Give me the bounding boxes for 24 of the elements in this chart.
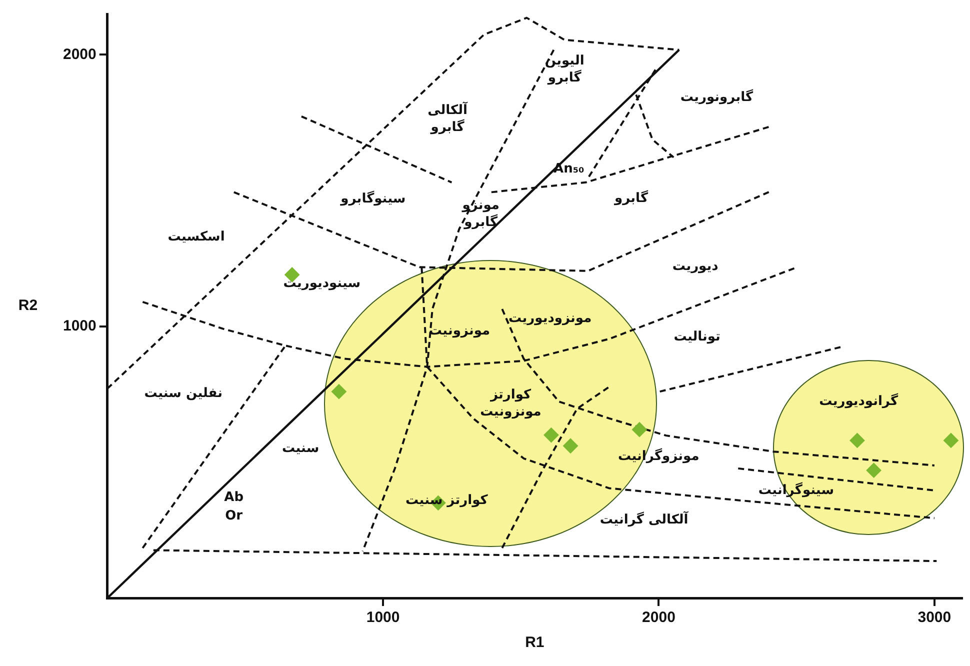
annotation: دیوریت <box>672 259 719 274</box>
annotation: آلکالی گابرو <box>428 100 468 135</box>
annotation: Or <box>225 508 244 524</box>
annotation: مونزونیت <box>428 323 490 338</box>
x-tick-label: 2000 <box>642 609 676 626</box>
annotation: کوارتز مونزونیت <box>480 387 542 420</box>
annotation: مونزودیوریت <box>508 311 592 326</box>
annotation: سینودیوریت <box>283 276 361 292</box>
annotation: سنیت <box>282 440 320 456</box>
annotation: تونالیت <box>674 329 720 344</box>
annotation: کوارتز سنیت <box>406 492 488 508</box>
annotation: نفلین سنیت <box>144 386 223 401</box>
x-tick-label: 1000 <box>366 609 400 626</box>
annotation: گرانودیوریت <box>819 393 899 410</box>
x-tick-label: 3000 <box>918 609 952 626</box>
annotation: گابرونوریت <box>680 88 754 105</box>
x-axis-title: R1 <box>525 634 544 652</box>
y-axis-title: R2 <box>18 297 38 314</box>
annotation: گابرو <box>614 190 648 206</box>
annotation: سینوگابرو <box>340 190 406 207</box>
annotation: اسکسیت <box>168 229 225 244</box>
annotation: مونزو گابرو <box>461 198 500 230</box>
annotation: Ab <box>224 490 244 505</box>
annotation: آلکالی گرانیت <box>600 510 689 528</box>
